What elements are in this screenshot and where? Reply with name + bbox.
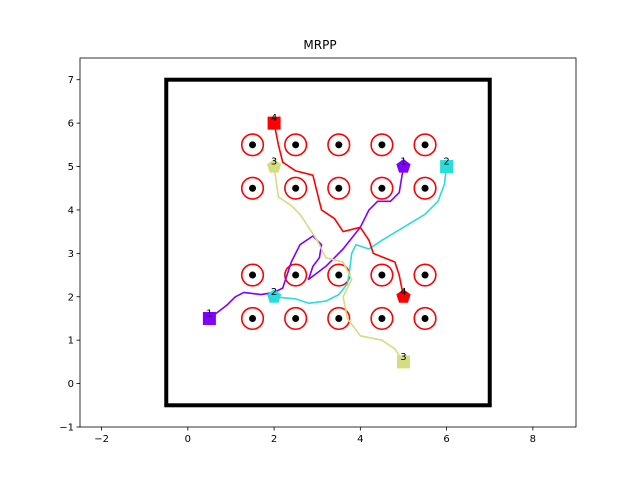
y-tick-label: 3 bbox=[68, 249, 74, 260]
obstacle-center bbox=[421, 184, 429, 192]
robot-path-1 bbox=[208, 165, 405, 320]
robot-path-3 bbox=[273, 165, 405, 363]
obstacle-ring bbox=[413, 133, 437, 157]
obstacle-ring bbox=[240, 306, 265, 331]
x-tick-label: 6 bbox=[443, 434, 449, 445]
obstacle-ring bbox=[327, 306, 351, 331]
start-marker-3 bbox=[396, 355, 410, 369]
goal-marker-2 bbox=[267, 289, 282, 303]
obstacle-center bbox=[249, 314, 257, 322]
x-tick-label: 4 bbox=[357, 434, 363, 445]
robot-path-2 bbox=[273, 165, 448, 305]
obstacle-ring bbox=[240, 263, 265, 287]
goal-label-4: 4 bbox=[400, 287, 406, 298]
obstacle-center bbox=[335, 271, 343, 279]
obstacle-center bbox=[292, 271, 300, 279]
chart-title: MRPP bbox=[303, 38, 336, 52]
x-tick-label: 2 bbox=[271, 434, 277, 445]
obstacle-center bbox=[421, 314, 429, 322]
obstacle-ring bbox=[370, 176, 394, 200]
obstacle-ring bbox=[240, 176, 265, 200]
obstacle-center bbox=[335, 184, 343, 192]
y-tick-label: 5 bbox=[68, 162, 74, 173]
obstacle-ring bbox=[327, 133, 351, 157]
goal-marker-4 bbox=[396, 289, 411, 303]
y-tick-label: 4 bbox=[68, 205, 74, 216]
x-tick-label: 0 bbox=[185, 434, 191, 445]
goal-label-2: 2 bbox=[271, 287, 277, 298]
obstacle-center bbox=[249, 271, 257, 279]
obstacle-ring bbox=[284, 263, 308, 287]
obstacle-ring bbox=[327, 176, 351, 200]
obstacle-center bbox=[249, 141, 257, 149]
start-label-1: 1 bbox=[206, 308, 212, 319]
robot-path-4 bbox=[273, 122, 405, 298]
y-tick-label: −1 bbox=[59, 423, 74, 434]
y-tick-label: 7 bbox=[68, 75, 74, 86]
obstacle-ring bbox=[370, 306, 394, 331]
start-label-2: 2 bbox=[443, 157, 449, 168]
obstacle-center bbox=[292, 141, 300, 149]
obstacle-ring bbox=[413, 306, 437, 331]
obstacle-ring bbox=[240, 133, 265, 157]
obstacle-ring bbox=[284, 176, 308, 200]
obstacle-center bbox=[335, 314, 343, 322]
y-tick-label: 2 bbox=[68, 292, 74, 303]
obstacle-center bbox=[421, 141, 429, 149]
goal-marker-1 bbox=[396, 159, 411, 173]
obstacle-center bbox=[378, 271, 386, 279]
obstacle-ring bbox=[413, 176, 437, 200]
obstacle-center bbox=[292, 314, 300, 322]
obstacle-center bbox=[292, 184, 300, 192]
obstacle-ring bbox=[370, 263, 394, 287]
obstacle-ring bbox=[284, 306, 308, 331]
goal-label-1: 1 bbox=[400, 157, 406, 168]
obstacle-ring bbox=[370, 133, 394, 157]
obstacle-center bbox=[378, 314, 386, 322]
x-tick-label: 8 bbox=[530, 434, 536, 445]
obstacle-ring bbox=[413, 263, 437, 287]
obstacle-center bbox=[378, 184, 386, 192]
y-tick-label: 1 bbox=[68, 336, 74, 347]
start-marker-1 bbox=[202, 311, 216, 325]
goal-marker-3 bbox=[267, 159, 282, 173]
start-marker-4 bbox=[267, 116, 281, 130]
y-tick-label: 6 bbox=[68, 119, 74, 130]
start-marker-2 bbox=[440, 160, 454, 174]
axes-frame bbox=[79, 57, 577, 428]
obstacle-center bbox=[421, 271, 429, 279]
x-tick-label: −2 bbox=[94, 434, 109, 445]
obstacle-center bbox=[249, 184, 257, 192]
obstacle-ring bbox=[284, 133, 308, 157]
y-tick-label: 0 bbox=[68, 379, 74, 390]
obstacle-center bbox=[335, 141, 343, 149]
start-label-4: 4 bbox=[271, 113, 277, 124]
start-label-3: 3 bbox=[400, 352, 406, 363]
obstacle-center bbox=[378, 141, 386, 149]
environment-boundary bbox=[164, 77, 492, 408]
goal-label-3: 3 bbox=[271, 157, 277, 168]
